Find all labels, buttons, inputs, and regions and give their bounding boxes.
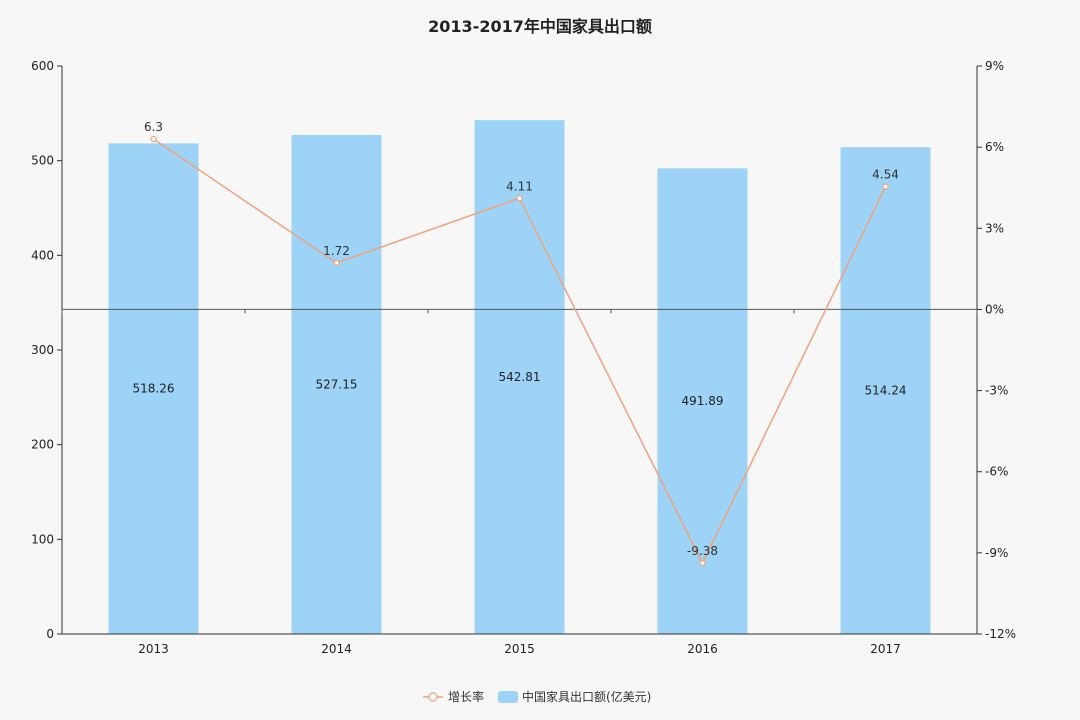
- growth-value-label: 1.72: [323, 244, 350, 258]
- left-tick-label: 500: [31, 154, 54, 168]
- axes-layer: 2013 2014 2015 2016 2017 0 100 200 300 400 500 600 -…: [31, 59, 1016, 656]
- x-tick-label: 2013: [138, 642, 169, 656]
- left-tick-label: 200: [31, 438, 54, 452]
- growth-value-label: -9.38: [687, 544, 718, 558]
- bar-value-label: 491.89: [682, 394, 724, 408]
- bar-2013[interactable]: [108, 143, 199, 634]
- growth-point-2015[interactable]: [516, 195, 523, 202]
- right-tick-label: -6%: [985, 465, 1008, 479]
- growth-point-2013[interactable]: [150, 135, 157, 143]
- left-tick-label: 0: [46, 627, 54, 641]
- right-tick-label: 3%: [985, 221, 1004, 235]
- right-tick-label: 9%: [985, 59, 1004, 73]
- growth-point-2016[interactable]: [699, 560, 706, 567]
- right-tick-label: -3%: [985, 384, 1008, 398]
- left-tick-label: 300: [31, 343, 54, 357]
- x-tick-label: 2015: [504, 642, 535, 656]
- x-tick-label: 2016: [687, 642, 718, 656]
- bars-layer: 518.26 527.15 542.81 491.89 514.24: [108, 120, 931, 635]
- x-tick-label: 2014: [321, 642, 352, 656]
- x-tick-label: 2017: [870, 642, 901, 656]
- left-tick-label: 400: [31, 248, 54, 262]
- bar-2016[interactable]: [657, 168, 748, 635]
- chart-title: 2013-2017年中国家具出口额: [428, 17, 652, 36]
- bar-2017[interactable]: [840, 147, 931, 634]
- growth-line-layer: 6.3 1.72 4.11 -9.38 4.54: [144, 120, 899, 567]
- legend-growth-label[interactable]: 增长率: [448, 689, 484, 704]
- right-tick-label: 0%: [985, 302, 1004, 316]
- legend-growth-marker: [428, 692, 438, 702]
- growth-point-2017[interactable]: [882, 183, 889, 190]
- growth-point-2014[interactable]: [333, 259, 340, 267]
- bar-value-label: 518.26: [133, 382, 175, 396]
- growth-value-label: 4.11: [506, 179, 533, 193]
- growth-value-label: 6.3: [144, 120, 163, 134]
- bar-2014[interactable]: [291, 134, 382, 634]
- legend[interactable]: 增长率 中国家具出口额(亿美元): [423, 689, 651, 704]
- bar-value-label: 527.15: [316, 377, 358, 391]
- bar-value-label: 514.24: [865, 384, 907, 398]
- legend-bar-swatch: [498, 691, 518, 703]
- bar-value-label: 542.81: [499, 370, 541, 384]
- right-tick-label: -12%: [985, 627, 1016, 641]
- bar-2015[interactable]: [474, 120, 565, 634]
- growth-value-label: 4.54: [872, 168, 899, 182]
- left-tick-label: 100: [31, 532, 54, 546]
- legend-bar-label[interactable]: 中国家具出口额(亿美元): [522, 689, 651, 704]
- left-tick-label: 600: [31, 59, 54, 73]
- right-tick-label: 6%: [985, 140, 1004, 154]
- right-tick-label: -9%: [985, 546, 1008, 560]
